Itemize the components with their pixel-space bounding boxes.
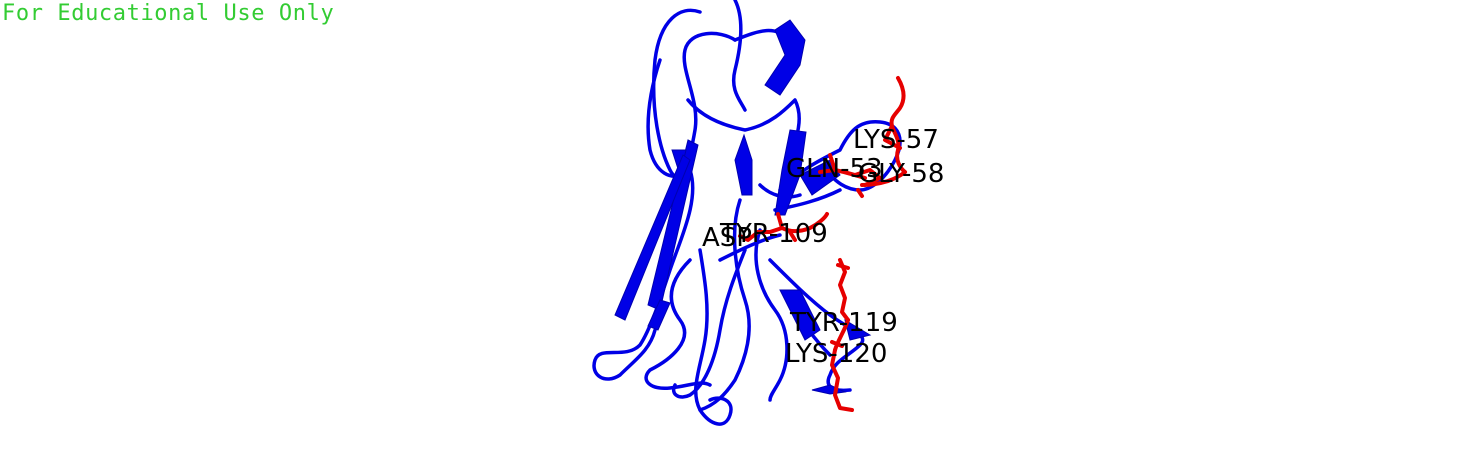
residue-label-gly58: GLY-58 <box>858 159 944 189</box>
watermark-text: For Educational Use Only <box>2 1 335 26</box>
residue-label-lys120: LYS-120 <box>785 339 887 369</box>
residue-label-gln53: GLN-53 <box>786 154 883 184</box>
residue-label-asp: ASP <box>702 223 752 253</box>
residue-labels: LYS-57 GLN-53 GLY-58 ASP TYR-109 TYR-119… <box>702 125 944 369</box>
residue-label-tyr119: TYR-119 <box>789 308 898 338</box>
residue-label-lys57: LYS-57 <box>853 125 939 155</box>
beta-strands <box>614 19 872 395</box>
highlighted-residue-sticks <box>738 76 907 412</box>
residue-label-tyr109: TYR-109 <box>719 219 828 249</box>
